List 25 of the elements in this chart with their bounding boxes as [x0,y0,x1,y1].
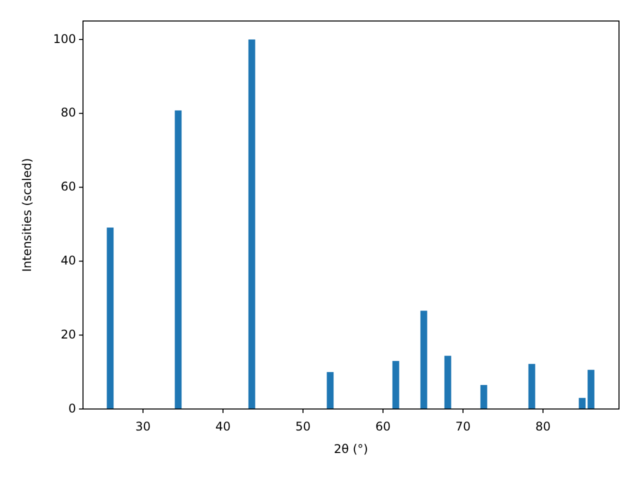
bar [528,364,536,409]
x-tick-label: 50 [295,419,311,434]
y-axis-title: Intensities (scaled) [20,158,34,272]
bar [578,398,586,409]
x-tick-label: 70 [455,419,471,434]
y-tick-label: 20 [60,327,76,342]
x-tick-label: 40 [215,419,231,434]
y-tick-label: 0 [68,401,76,416]
bar [480,384,488,409]
bar [420,310,428,409]
x-tick-label: 30 [135,419,151,434]
y-tick-label: 40 [60,253,76,268]
bar [588,370,594,409]
x-tick-label: 80 [535,419,551,434]
x-axis-title: 2θ (°) [334,442,368,456]
y-tick-label: 60 [60,180,76,194]
bar [106,228,114,409]
bar [326,372,334,409]
bar [174,110,182,409]
bar [392,360,400,409]
x-tick-label: 60 [375,419,391,434]
bar [248,39,256,409]
bar [444,356,452,409]
y-tick-label: 100 [53,32,76,46]
y-tick-label: 80 [60,106,76,120]
